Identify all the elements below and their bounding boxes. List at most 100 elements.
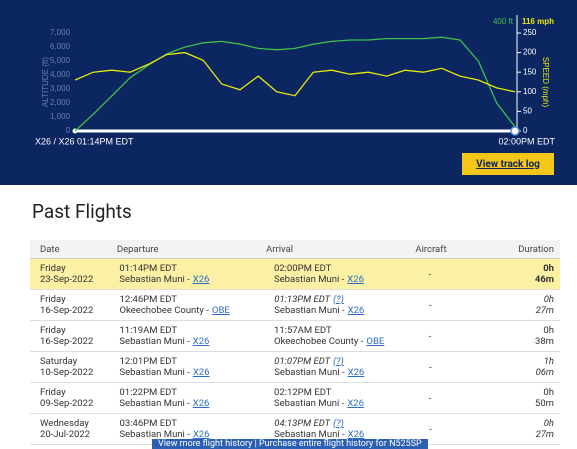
arrival-cell: 11:57AM EDT Okeechobee County - OBE (264, 325, 419, 347)
date-cell: Friday 23-Sep-2022 (30, 263, 109, 285)
arr-note[interactable]: (?) (333, 356, 344, 367)
track-panel: ALTITUDE (ft) SPEED (mph) 400 ft 116 mph… (0, 0, 577, 185)
departure-cell: 03:46PM EDT Sebastian Muni - X26 (110, 418, 265, 440)
flights-table: Date Departure Arrival Aircraft Duration Frid… (30, 240, 560, 445)
date-cell: Saturday 10-Sep-2022 (30, 356, 110, 378)
y-tick-label: 4,000 (50, 70, 71, 79)
duration-cell: 0h 27m (535, 294, 555, 316)
dep-code[interactable]: X26 (192, 367, 210, 378)
dep-place: Okeechobee County - OBE (120, 305, 265, 316)
dep-code[interactable]: OBE (211, 305, 230, 316)
aircraft-cell: - (428, 268, 432, 280)
arr-airport: Sebastian Muni - (274, 367, 345, 378)
flight-row: Friday 09-Sep-2022 01:22PM EDT Sebastian Mu… (30, 383, 560, 414)
arr-time-line: 04:13PM EDT (?) (274, 418, 419, 429)
dep-time: 01:14PM EDT (119, 263, 177, 274)
arr-time-line: 11:57AM EDT (274, 325, 419, 336)
arr-airport: Sebastian Muni - (274, 398, 345, 409)
arr-code[interactable]: X26 (347, 367, 365, 378)
track-chart: ALTITUDE (ft) SPEED (mph) 400 ft 116 mph… (35, 15, 555, 146)
dep-airport: Sebastian Muni - (119, 429, 190, 440)
date-cell: Wednesday 20-Jul-2022 (30, 418, 110, 440)
arr-place: Sebastian Muni - X26 (274, 274, 419, 285)
y2-title: SPEED (mph) (541, 57, 550, 108)
arr-airport: Sebastian Muni - (274, 429, 345, 440)
arr-time-line: 01:13PM EDT (?) (274, 294, 419, 305)
aircraft-cell: - (428, 330, 432, 342)
y-tick-label: 7,000 (50, 28, 71, 37)
arr-time-line: 01:07PM EDT (?) (274, 356, 419, 367)
arr-note[interactable]: (?) (333, 294, 344, 305)
day: Friday (40, 387, 66, 398)
aircraft-cell: - (429, 423, 432, 435)
arr-airport: Okeechobee County - (274, 336, 364, 347)
day: Friday (40, 263, 66, 274)
dep-place: Sebastian Muni - X26 (119, 274, 264, 285)
arr-time: 02:00PM EDT (273, 263, 332, 274)
flight-row: Friday 16-Sep-2022 12:46PM EDT Okeechobee C… (30, 290, 560, 321)
dep-code[interactable]: X26 (192, 274, 210, 285)
arr-place: Sebastian Muni - X26 (274, 367, 419, 378)
dep-time: 11:19AM EDT (119, 325, 178, 336)
arrival-cell: 04:13PM EDT (?) Sebastian Muni - X26 (264, 418, 419, 440)
dep-place: Sebastian Muni - X26 (119, 336, 264, 347)
arr-airport: Sebastian Muni - (273, 274, 345, 285)
arr-code[interactable]: X26 (347, 398, 364, 409)
duration-cell: 0h 50m (534, 387, 554, 409)
series-line (74, 36, 516, 132)
y-tick-label: 1,000 (50, 112, 71, 121)
arr-note[interactable]: (?) (333, 418, 344, 429)
arrival-cell: 02:12PM EDT Sebastian Muni - X26 (264, 387, 419, 409)
arr-place: Okeechobee County - OBE (274, 336, 419, 347)
arr-airport: Sebastian Muni - (274, 305, 345, 316)
y-tick-label: 5,000 (50, 56, 71, 65)
day: Saturday (40, 356, 78, 367)
departure-cell: 01:22PM EDT Sebastian Muni - X26 (109, 387, 264, 409)
y2-tick-label: 250 (523, 28, 537, 37)
duration-cell: 1h 06m (535, 356, 555, 378)
duration-cell: 0h 38m (534, 325, 554, 347)
dep-time: 01:22PM EDT (119, 387, 177, 398)
dep-time: 12:46PM EDT (119, 294, 177, 305)
y2-tick-label: 150 (523, 67, 537, 76)
view-track-log[interactable]: View track log (462, 153, 554, 175)
section-title: Past Flights (32, 200, 132, 223)
column-header: Departure (116, 243, 159, 255)
date: 09-Sep-2022 (40, 398, 94, 409)
y2-tick-label: 50 (523, 107, 532, 116)
header-row: Date Departure Arrival Aircraft Duration (30, 240, 560, 259)
dep-code[interactable]: X26 (192, 336, 210, 347)
aircraft-cell: - (429, 299, 432, 311)
flight-row: Saturday 10-Sep-2022 12:01PM EDT Sebastian … (30, 352, 560, 383)
y-tick-label: 6,000 (50, 42, 71, 51)
departure-cell: 12:01PM EDT Sebastian Muni - X26 (110, 356, 265, 378)
end-dot (510, 126, 520, 136)
date-cell: Friday 09-Sep-2022 (30, 387, 109, 409)
arr-code[interactable]: X26 (347, 305, 365, 316)
arrival-cell: 01:07PM EDT (?) Sebastian Muni - X26 (264, 356, 419, 378)
aircraft-cell: - (428, 392, 432, 404)
date: 10-Sep-2022 (40, 367, 94, 378)
arrival-cell: 01:13PM EDT (?) Sebastian Muni - X26 (264, 294, 419, 316)
arr-time: 04:13PM EDT (274, 418, 331, 429)
date: 23-Sep-2022 (40, 274, 94, 285)
arr-time-line: 02:00PM EDT (274, 263, 419, 274)
date-cell: Friday 16-Sep-2022 (30, 325, 109, 347)
dep-place: Sebastian Muni - X26 (120, 367, 265, 378)
footer-link[interactable]: View more flight history | Purchase enti… (152, 439, 428, 449)
arr-code[interactable]: OBE (366, 336, 385, 347)
dep-place: Sebastian Muni - X26 (120, 429, 265, 440)
dep-code[interactable]: X26 (192, 429, 210, 440)
y-title: ALTITUDE (ft) (41, 57, 50, 107)
column-header: Aircraft (415, 243, 447, 255)
arr-code[interactable]: X26 (347, 274, 364, 285)
dep-code[interactable]: X26 (192, 398, 210, 409)
departure-cell: 11:19AM EDT Sebastian Muni - X26 (109, 325, 264, 347)
duration-cell: 0h 27m (535, 418, 555, 440)
dep-airport: Sebastian Muni - (119, 398, 190, 409)
departure-cell: 12:46PM EDT Okeechobee County - OBE (110, 294, 265, 316)
arr-time: 01:07PM EDT (274, 356, 331, 367)
y2-tick-label: 0 (523, 126, 528, 135)
arr-code[interactable]: X26 (347, 429, 365, 440)
dep-place: Sebastian Muni - X26 (119, 398, 264, 409)
